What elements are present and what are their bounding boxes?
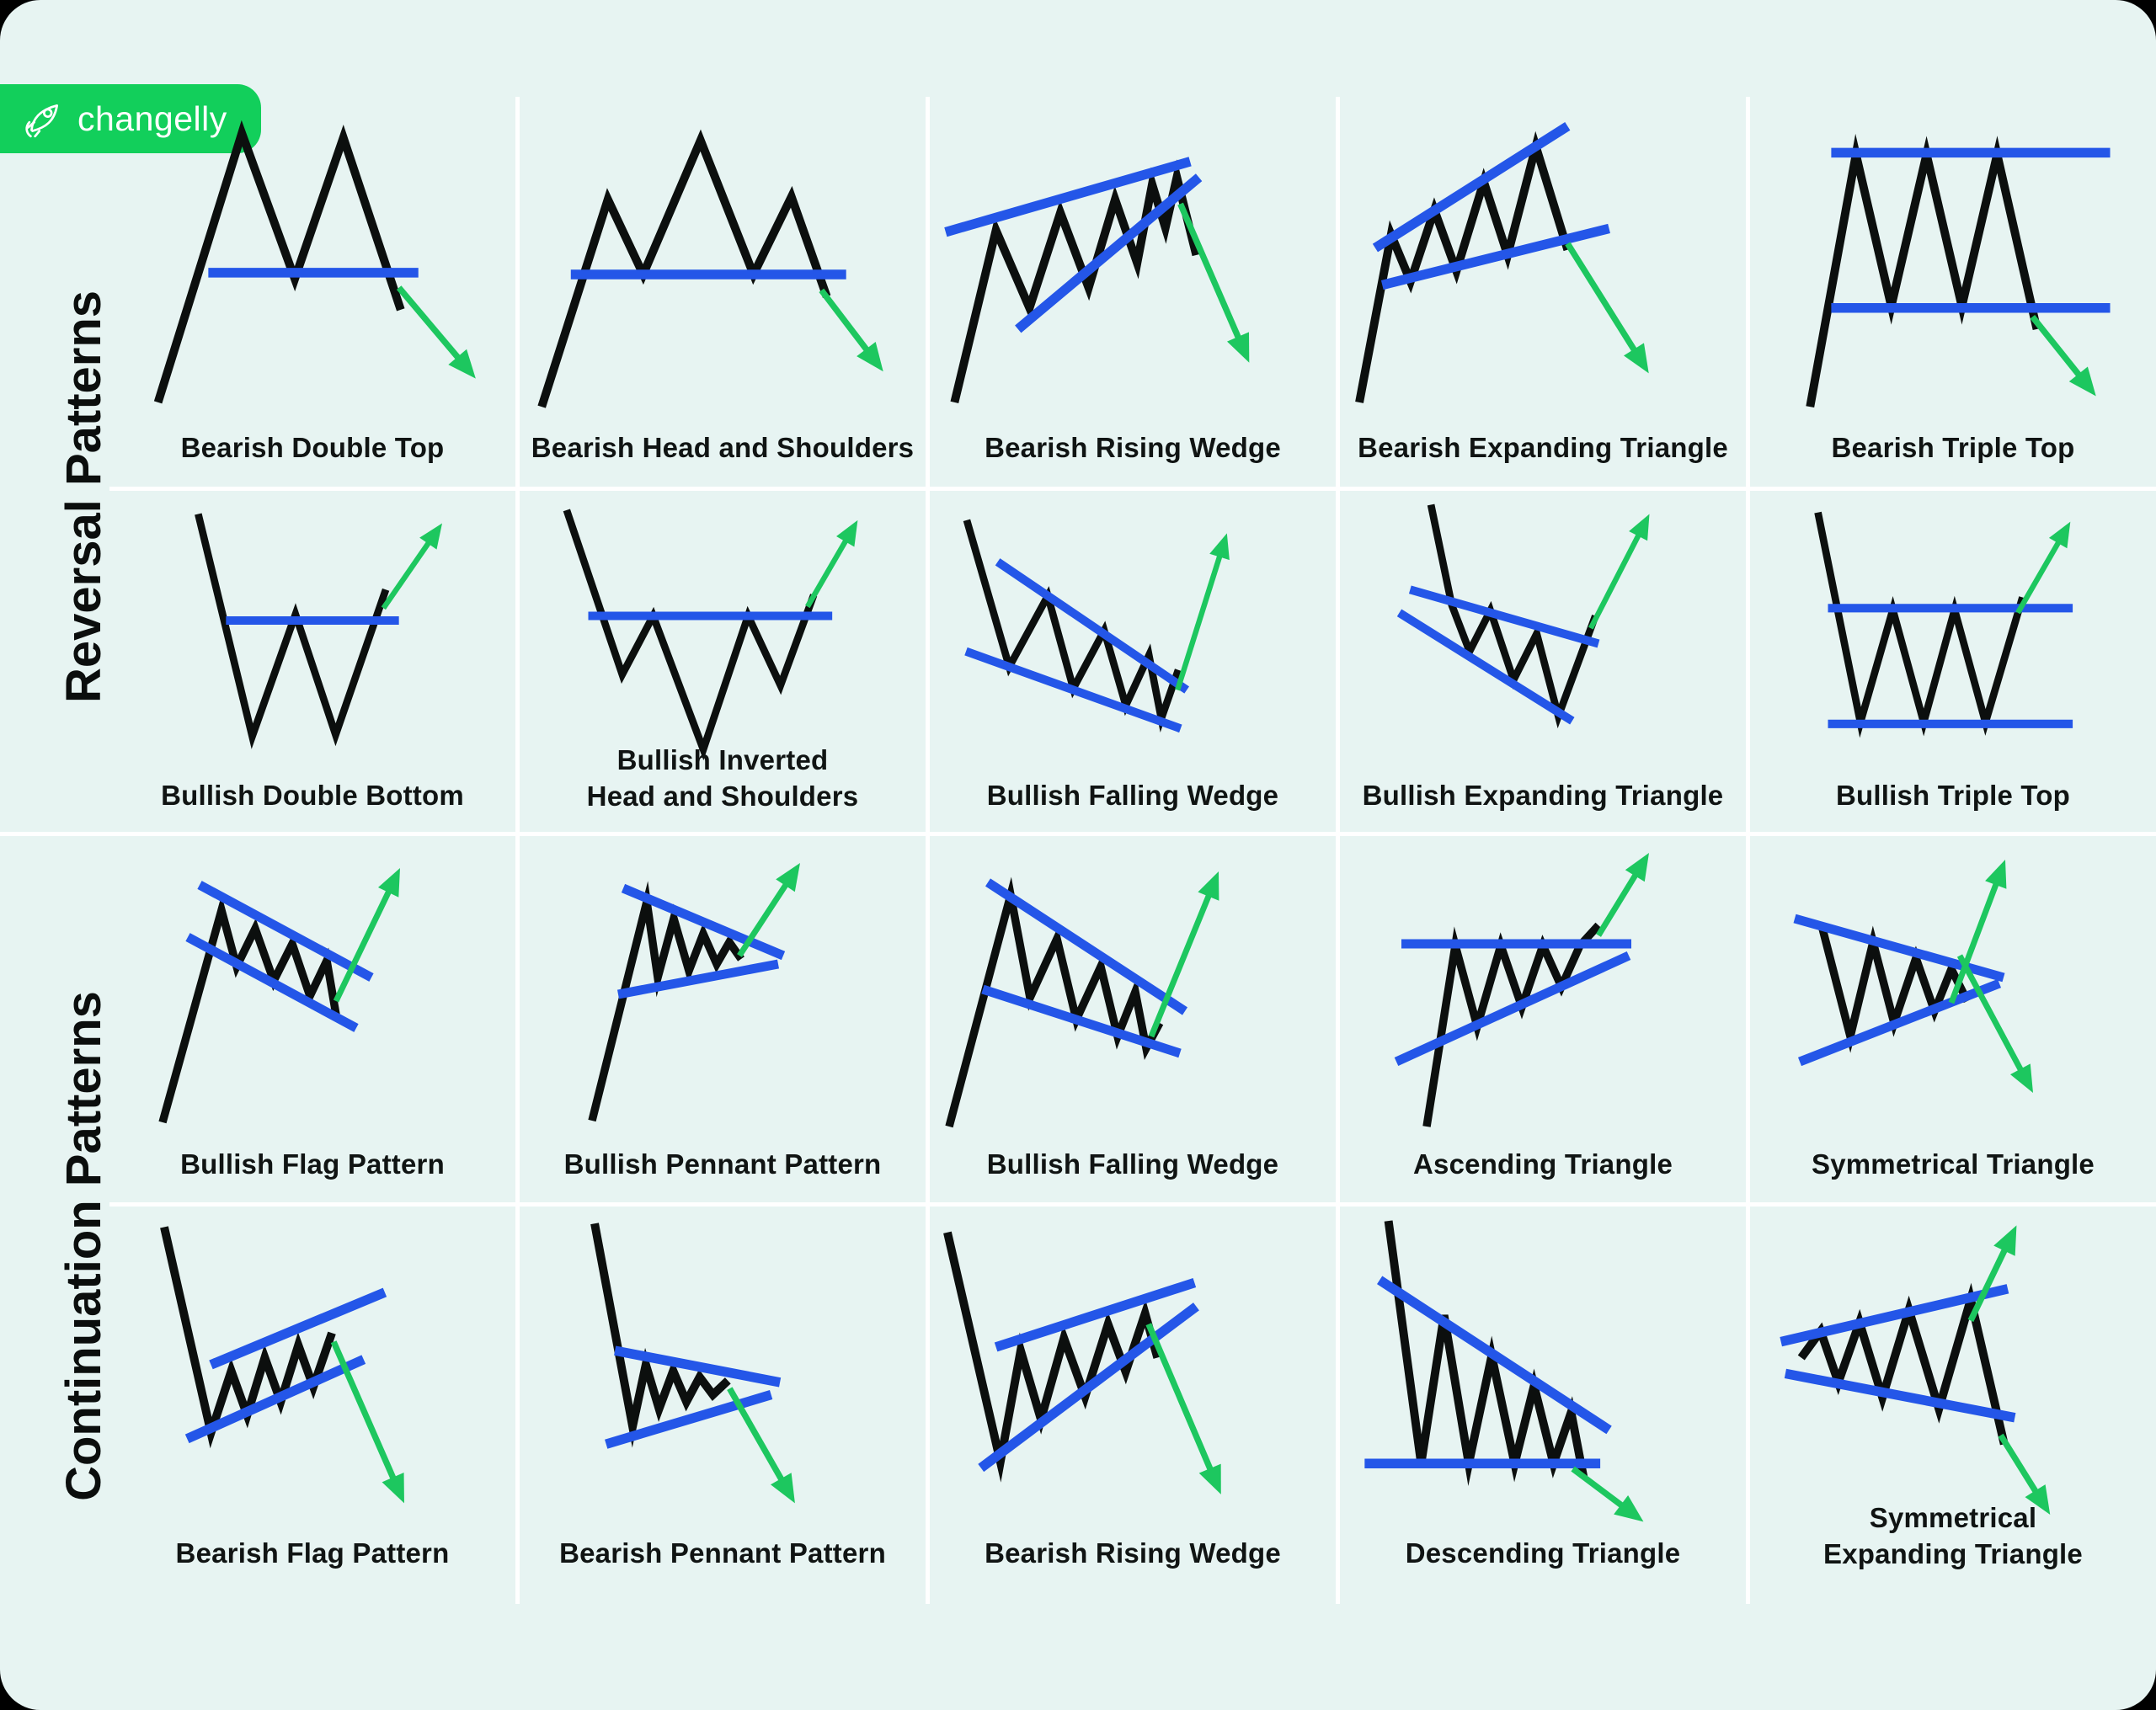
pattern-cell-symmetrical-expanding-triangle: Symmetrical Expanding Triangle: [1750, 1207, 2156, 1710]
section-separator: [0, 832, 2156, 836]
pattern-cell-double-bottom: Bullish Double Bottom: [109, 491, 515, 832]
pattern-label: Bearish Head and Shoulders: [531, 432, 915, 463]
pattern-label: Bullish Double Bottom: [161, 780, 464, 811]
triple-top-diagram: [1806, 133, 2111, 408]
head-shoulders-top-diagram: [537, 129, 883, 408]
pennant-bear-diagram: [590, 1223, 795, 1504]
section-label-continuation: Continuation Patterns: [56, 991, 111, 1501]
pattern-label: Bullish Expanding Triangle: [1362, 780, 1724, 811]
pattern-label: Bullish Pennant Pattern: [563, 1148, 882, 1180]
pattern-cell-falling-wedge-continuation: Bullish Falling Wedge: [930, 836, 1336, 1202]
column-separator: [926, 97, 930, 1604]
pattern-label: Bearish Pennant Pattern: [559, 1537, 886, 1569]
pattern-label: Bullish Inverted Head and Shoulders: [586, 744, 859, 812]
pattern-label: Bearish Expanding Triangle: [1358, 432, 1728, 463]
pattern-label: Descending Triangle: [1405, 1537, 1681, 1569]
pattern-label: Ascending Triangle: [1413, 1148, 1673, 1180]
pattern-cell-rising-wedge-continuation: Bearish Rising Wedge: [930, 1207, 1336, 1710]
pattern-label: Bullish Falling Wedge: [986, 780, 1279, 811]
rising-wedge-reversal-diagram: [944, 157, 1250, 404]
pennant-bull-diagram: [588, 863, 800, 1122]
pattern-cell-expanding-triangle-bear: Bearish Expanding Triangle: [1340, 97, 1746, 487]
pattern-cell-ascending-triangle: Ascending Triangle: [1340, 836, 1746, 1202]
logo-text: changelly: [77, 99, 227, 138]
flag-bull-diagram: [158, 868, 400, 1124]
pattern-cell-symmetrical-triangle: Symmetrical Triangle: [1750, 836, 2156, 1202]
falling-wedge-continuation-diagram: [945, 871, 1219, 1128]
pattern-label: Bearish Rising Wedge: [985, 1537, 1281, 1569]
pattern-label: Bearish Triple Top: [1831, 432, 2075, 463]
row-separator: [109, 1202, 2156, 1207]
rising-wedge-continuation-diagram: [943, 1231, 1221, 1494]
expanding-triangle-bull-diagram: [1396, 503, 1650, 729]
rocket-icon: [25, 104, 59, 138]
pattern-label: Symmetrical Expanding Triangle: [1823, 1502, 2083, 1569]
row-separator: [109, 487, 2156, 491]
column-separator: [1336, 97, 1340, 1604]
pattern-cell-expanding-triangle-bull: Bullish Expanding Triangle: [1340, 491, 1746, 832]
descending-triangle-diagram: [1364, 1220, 1644, 1522]
pattern-label: Bullish Falling Wedge: [986, 1148, 1279, 1180]
pattern-cell-flag-bear: Bearish Flag Pattern: [109, 1207, 515, 1710]
column-separator: [1746, 97, 1750, 1604]
pattern-label: Bearish Double Top: [180, 432, 445, 463]
pattern-cell-pennant-bull: Bullish Pennant Pattern: [520, 836, 926, 1202]
pattern-cell-inverted-head-shoulders: Bullish Inverted Head and Shoulders: [520, 491, 926, 832]
double-bottom-diagram: [195, 513, 442, 749]
pattern-cell-falling-wedge-reversal: Bullish Falling Wedge: [930, 491, 1336, 832]
column-separator: [515, 97, 520, 1604]
changelly-logo: changelly: [0, 84, 261, 153]
inverted-head-shoulders-diagram: [563, 509, 858, 761]
pattern-cell-double-top: Bearish Double Top: [109, 97, 515, 487]
section-label-reversal: Reversal Patterns: [56, 290, 111, 704]
expanding-triangle-bear-diagram: [1355, 122, 1649, 403]
symmetrical-expanding-triangle-diagram: [1780, 1225, 2051, 1516]
falling-wedge-reversal-diagram: [963, 519, 1230, 733]
pattern-label: Bullish Flag Pattern: [180, 1148, 445, 1180]
pattern-cell-head-shoulders-top: Bearish Head and Shoulders: [520, 97, 926, 487]
triple-bottom-diagram: [1814, 511, 2073, 738]
double-top-diagram: [153, 120, 476, 404]
pattern-cell-triple-bottom: Bullish Triple Top: [1750, 491, 2156, 832]
pattern-cell-pennant-bear: Bearish Pennant Pattern: [520, 1207, 926, 1710]
pattern-cell-triple-top: Bearish Triple Top: [1750, 97, 2156, 487]
pattern-cell-flag-bull: Bullish Flag Pattern: [109, 836, 515, 1202]
ascending-triangle-diagram: [1394, 853, 1649, 1127]
pattern-cell-descending-triangle: Descending Triangle: [1340, 1207, 1746, 1710]
pattern-cell-rising-wedge-reversal: Bearish Rising Wedge: [930, 97, 1336, 487]
pattern-label: Bullish Triple Top: [1836, 780, 2070, 811]
pattern-label: Bearish Rising Wedge: [985, 432, 1281, 463]
flag-bear-diagram: [160, 1226, 404, 1504]
pattern-label: Symmetrical Triangle: [1812, 1148, 2095, 1180]
pattern-label: Bearish Flag Pattern: [175, 1537, 450, 1569]
symmetrical-triangle-diagram: [1793, 860, 2033, 1093]
